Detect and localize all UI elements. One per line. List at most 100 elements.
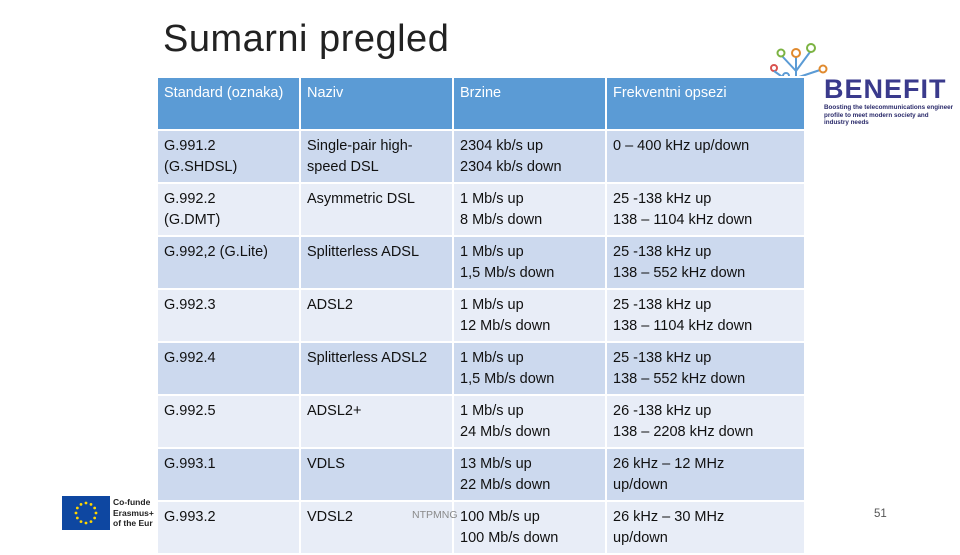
cell-line: 1 Mb/s up [460,403,524,419]
cell-line: G.992.3 [164,297,216,313]
table-cell-naziv: Splitterless ADSL2 [299,341,454,396]
cell-line: VDSL2 [307,509,353,525]
eu-flag-icon [62,496,110,530]
cell-line: 1,5 Mb/s down [460,371,555,387]
table-header-row: Standard (oznaka) Naziv Brzine Frekventn… [156,76,806,131]
cell-line: 25 -138 kHz up [613,191,712,207]
cell-line: 1 Mb/s up [460,297,524,313]
table-cell-brzine: 1 Mb/s up 8 Mb/s down [452,182,607,237]
cell-line: VDLS [307,456,345,472]
cell-line: 138 – 2208 kHz down [613,424,754,440]
cell-line: G.992.5 [164,403,216,419]
table-cell-naziv: ADSL2 [299,288,454,343]
cell-line: G.992.4 [164,350,216,366]
cell-line: 25 -138 kHz up [613,244,712,260]
cell-line: 138 – 1104 kHz down [613,318,753,334]
page-number: 51 [874,508,887,520]
cell-line: ADSL2+ [307,403,362,419]
table-cell-frekvencije: 0 – 400 kHz up/down [605,129,806,184]
footer-text: NTPMNG [412,509,458,521]
table-cell-naziv: VDLS [299,447,454,502]
summary-table: Standard (oznaka) Naziv Brzine Frekventn… [156,76,806,555]
cell-line: 138 – 552 kHz down [613,265,746,281]
cell-line: Asymmetric DSL [307,191,415,207]
cell-line: (G.DMT) [164,212,221,228]
table-cell-standard: G.992.3 [156,288,301,343]
cell-line: Single-pair high- [307,138,413,154]
table-cell-frekvencije: 26 -138 kHz up 138 – 2208 kHz down [605,394,806,449]
table-cell-standard: G.991.2 (G.SHDSL) [156,129,301,184]
table-cell-standard: G.992.4 [156,341,301,396]
cell-line: G.991.2 [164,138,216,154]
table-cell-standard: G.993.2 [156,500,301,555]
cell-line: 25 -138 kHz up [613,350,712,366]
cell-line: up/down [613,477,668,493]
table-row: G.992.3 ADSL2 1 Mb/s up 12 Mb/s down 25 -138… [156,288,806,343]
cell-line: G.992.2 [164,191,216,207]
cell-line: 2304 kb/s up [460,138,544,154]
table-cell-standard: G.992,2 (G.Lite) [156,235,301,290]
table-cell-frekvencije: 25 -138 kHz up 138 – 1104 kHz down [605,182,806,237]
eu-cofunded-text: Co-funde Erasmus+ of the Eur [113,497,154,528]
table-cell-brzine: 1 Mb/s up 1,5 Mb/s down [452,235,607,290]
cell-line: 138 – 552 kHz down [613,371,746,387]
cell-line: G.993.1 [164,456,216,472]
table-cell-brzine: 13 Mb/s up 22 Mb/s down [452,447,607,502]
cell-line: 12 Mb/s down [460,318,551,334]
cell-line: 25 -138 kHz up [613,297,712,313]
table-cell-brzine: 1 Mb/s up 12 Mb/s down [452,288,607,343]
header-standard: Standard (oznaka) [156,76,301,131]
cell-line: 100 Mb/s down [460,530,559,546]
logo-wordmark: BENEFIT [824,74,947,104]
cell-line: 26 kHz – 12 MHz [613,456,725,472]
table-cell-naziv: Asymmetric DSL [299,182,454,237]
cell-line: 13 Mb/s up [460,456,532,472]
table-cell-brzine: 2304 kb/s up 2304 kb/s down [452,129,607,184]
table-cell-naziv: Splitterless ADSL [299,235,454,290]
table-cell-frekvencije: 26 kHz – 30 MHz up/down [605,500,806,555]
cell-line: 1,5 Mb/s down [460,265,555,281]
cell-line: Splitterless ADSL [307,244,420,260]
header-naziv: Naziv [299,76,454,131]
table-row: G.993.2 VDSL2 100 Mb/s up 100 Mb/s down 26 k… [156,500,806,555]
slide-title: Sumarni pregled [163,18,450,60]
table-cell-standard: G.992.5 [156,394,301,449]
cell-line: 26 kHz – 30 MHz [613,509,725,525]
cell-line: G.992,2 (G.Lite) [164,244,268,260]
table-row: G.992,2 (G.Lite) Splitterless ADSL 1 Mb/s … [156,235,806,290]
table-cell-standard: G.992.2 (G.DMT) [156,182,301,237]
cell-line: 8 Mb/s down [460,212,543,228]
cell-line: G.993.2 [164,509,216,525]
header-brzine: Brzine [452,76,607,131]
table-cell-naziv: ADSL2+ [299,394,454,449]
cell-line: (G.SHDSL) [164,159,238,175]
cell-line: 0 – 400 kHz up/down [613,138,750,154]
cell-line: speed DSL [307,159,379,175]
table-cell-standard: G.993.1 [156,447,301,502]
cell-line: ADSL2 [307,297,353,313]
cell-line: up/down [613,530,668,546]
table-cell-naziv: Single-pair high-speed DSL [299,129,454,184]
table-cell-frekvencije: 25 -138 kHz up 138 – 1104 kHz down [605,288,806,343]
cell-line: 1 Mb/s up [460,350,524,366]
cell-line: 2304 kb/s down [460,159,562,175]
table-cell-brzine: 1 Mb/s up 1,5 Mb/s down [452,341,607,396]
cell-line: 100 Mb/s up [460,509,540,525]
table-row: G.993.1 VDLS 13 Mb/s up 22 Mb/s down 26 kHz … [156,447,806,502]
cell-line: 26 -138 kHz up [613,403,712,419]
table-cell-brzine: 1 Mb/s up 24 Mb/s down [452,394,607,449]
logo-tagline: Boosting the telecommunications engineer… [824,104,954,126]
table-cell-brzine: 100 Mb/s up 100 Mb/s down [452,500,607,555]
table-cell-frekvencije: 25 -138 kHz up 138 – 552 kHz down [605,235,806,290]
cell-line: 22 Mb/s down [460,477,551,493]
table-row: G.992.4 Splitterless ADSL2 1 Mb/s up 1,5 Mb… [156,341,806,396]
table-row: G.991.2 (G.SHDSL) Single-pair high-speed D… [156,129,806,184]
table-cell-frekvencije: 26 kHz – 12 MHz up/down [605,447,806,502]
header-frekventni-opsezi: Frekventni opsezi [605,76,806,131]
cell-line: 1 Mb/s up [460,191,524,207]
cell-line: 1 Mb/s up [460,244,524,260]
cell-line: 138 – 1104 kHz down [613,212,753,228]
cell-line: Splitterless ADSL2 [307,350,428,366]
cell-line: 24 Mb/s down [460,424,551,440]
table-cell-frekvencije: 25 -138 kHz up 138 – 552 kHz down [605,341,806,396]
